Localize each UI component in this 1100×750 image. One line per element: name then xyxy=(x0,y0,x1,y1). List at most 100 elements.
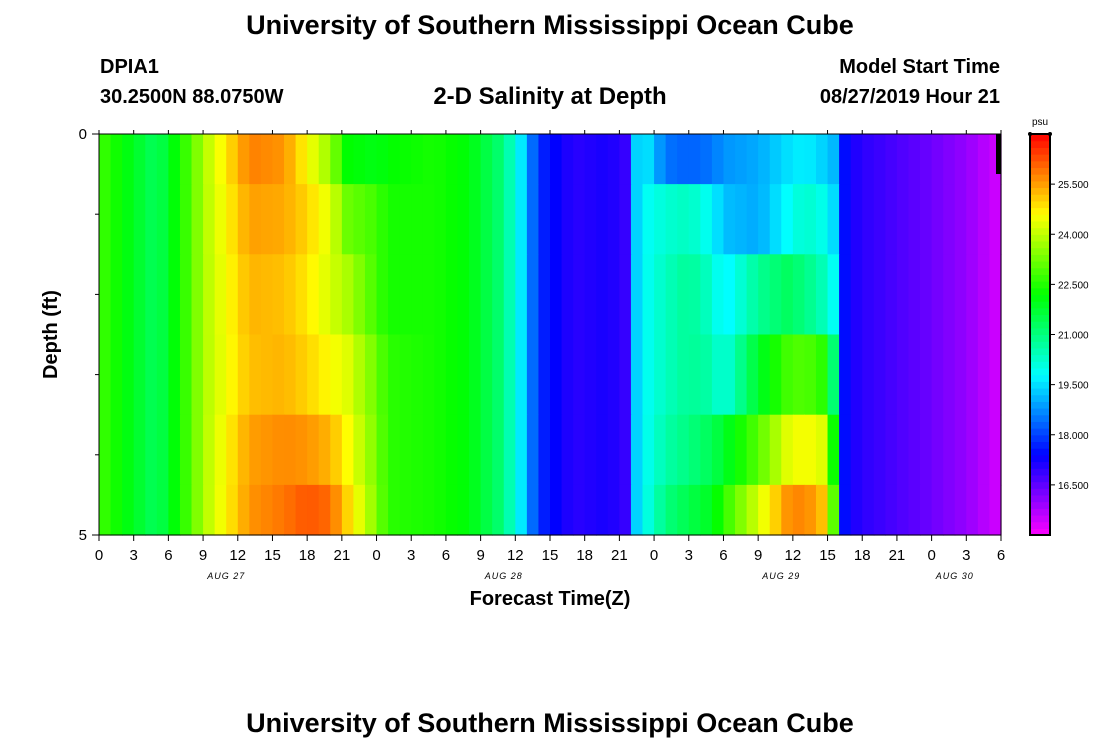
heatmap-cell xyxy=(179,484,193,536)
heatmap-cell xyxy=(133,334,146,416)
heatmap-cell xyxy=(688,334,701,416)
heatmap-cell xyxy=(480,184,493,255)
heatmap-cell xyxy=(700,414,713,486)
heatmap-cell xyxy=(203,184,216,255)
heatmap-cell xyxy=(249,484,262,536)
heatmap-cell xyxy=(226,184,239,255)
heatmap-cell xyxy=(203,414,216,486)
colorbar-segment xyxy=(1030,301,1050,309)
heatmap-cell xyxy=(954,134,967,185)
heatmap-cell xyxy=(550,254,563,336)
heatmap-cell xyxy=(249,184,262,255)
heatmap-cell xyxy=(226,484,239,536)
heatmap-cell xyxy=(341,254,355,336)
heatmap-cell xyxy=(873,334,886,416)
heatmap-cell xyxy=(781,134,794,185)
heatmap-cell xyxy=(920,184,933,255)
heatmap-cell xyxy=(550,414,563,486)
heatmap-cell xyxy=(156,484,169,536)
heatmap-cell xyxy=(203,254,216,336)
heatmap-cell xyxy=(908,334,921,416)
heatmap-cell xyxy=(295,184,308,255)
x-tick-label: 21 xyxy=(334,547,351,564)
x-tick-label: 9 xyxy=(754,547,762,564)
heatmap-cell xyxy=(642,484,655,536)
heatmap-cell xyxy=(815,184,829,255)
heatmap-cell xyxy=(850,414,863,486)
heatmap-cell xyxy=(260,254,274,336)
heatmap-cell xyxy=(596,484,609,536)
heatmap-cell xyxy=(156,334,169,416)
heatmap-cell xyxy=(735,134,748,185)
x-date-label: AUG 29 xyxy=(761,571,800,581)
heatmap-cell xyxy=(237,334,250,416)
heatmap-cell xyxy=(665,134,678,185)
heatmap-cell xyxy=(839,254,852,336)
heatmap-cell xyxy=(480,484,493,536)
heatmap-cell xyxy=(226,134,239,185)
heatmap-cell xyxy=(758,334,771,416)
heatmap-cell xyxy=(376,254,389,336)
heatmap-cell xyxy=(954,334,967,416)
heatmap-cell xyxy=(827,334,840,416)
heatmap-cell xyxy=(99,484,112,536)
heatmap-cell xyxy=(353,484,366,536)
heatmap-cell xyxy=(445,484,459,536)
heatmap-cell xyxy=(515,484,528,536)
heatmap-cell xyxy=(908,184,921,255)
heatmap-cell xyxy=(492,414,505,486)
heatmap-cell xyxy=(492,254,505,336)
heatmap-cell xyxy=(896,414,910,486)
heatmap-cell xyxy=(827,184,840,255)
heatmap-cell xyxy=(561,254,574,336)
heatmap-cell xyxy=(711,184,725,255)
heatmap-cell xyxy=(110,414,123,486)
heatmap-cell xyxy=(307,334,320,416)
heatmap-cell xyxy=(492,184,505,255)
colorbar-segment xyxy=(1030,454,1050,463)
heatmap-cell xyxy=(330,484,343,536)
x-tick-label: 3 xyxy=(685,547,693,564)
heatmap-cell xyxy=(330,414,343,486)
heatmap-cell xyxy=(411,254,424,336)
heatmap-cell xyxy=(434,134,447,185)
colorbar-segment xyxy=(1030,260,1050,269)
heatmap-cell xyxy=(110,184,123,255)
heatmap-cell xyxy=(503,254,516,336)
heatmap-cell xyxy=(353,134,366,185)
x-tick-label: 12 xyxy=(229,547,246,564)
heatmap-cell xyxy=(758,184,771,255)
heatmap-cell xyxy=(434,484,447,536)
heatmap-cell xyxy=(307,484,320,536)
colorbar-tick-label: 21.000 xyxy=(1058,331,1089,342)
heatmap-cell xyxy=(99,184,112,255)
heatmap-cell xyxy=(769,134,782,185)
heatmap-cell xyxy=(700,184,713,255)
heatmap-cell xyxy=(469,254,482,336)
heatmap-cell xyxy=(295,254,308,336)
heatmap-cell xyxy=(862,414,875,486)
heatmap-cell xyxy=(781,184,794,255)
heatmap-cell xyxy=(318,134,331,185)
y-tick-label: 0 xyxy=(79,126,87,143)
x-tick-label: 9 xyxy=(199,547,207,564)
colorbar-segment xyxy=(1030,321,1050,329)
heatmap-cell xyxy=(307,414,320,486)
colorbar-segment xyxy=(1030,227,1050,235)
heatmap-cell xyxy=(526,134,540,185)
heatmap-cell xyxy=(376,184,389,255)
heatmap-cell xyxy=(850,254,863,336)
heatmap-cell xyxy=(376,414,389,486)
heatmap-cell xyxy=(815,334,829,416)
x-tick-label: 0 xyxy=(927,547,935,564)
heatmap-cell xyxy=(445,414,459,486)
heatmap-cell xyxy=(977,334,991,416)
heatmap-cell xyxy=(179,254,193,336)
heatmap-cell xyxy=(179,414,193,486)
heatmap-cell xyxy=(665,254,678,336)
heatmap-cell xyxy=(341,484,355,536)
heatmap-cell xyxy=(353,414,366,486)
heatmap-cell xyxy=(954,254,967,336)
heatmap-cell xyxy=(711,254,725,336)
